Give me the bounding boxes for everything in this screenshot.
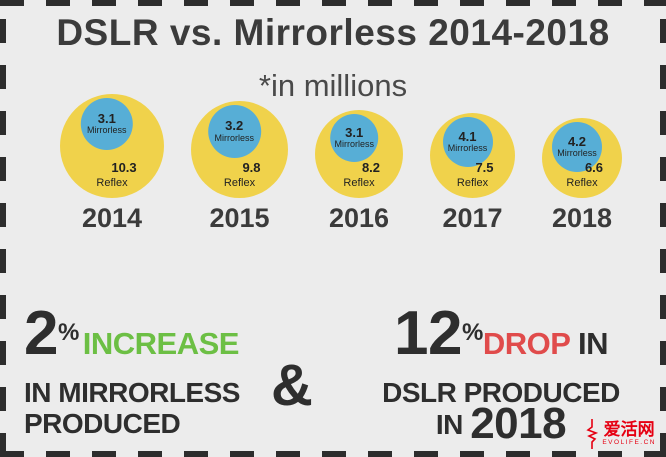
mirrorless-bubble-2014: 3.1 Mirrorless: [80, 98, 133, 150]
reflex-text: 9.8 Reflex: [191, 159, 288, 191]
mirrorless-bubble-2018: 4.2 Mirrorless: [552, 122, 602, 172]
reflex-text: 10.3 Reflex: [60, 159, 164, 191]
reflex-bubble-2017: 4.1 Mirrorless 7.5 Reflex: [430, 113, 515, 198]
reflex-text: 7.5 Reflex: [430, 159, 515, 191]
increase-headline: 2% INCREASE: [24, 303, 240, 377]
reflex-label: Reflex: [456, 177, 489, 190]
watermark-text: 爱活网 EVOLIFE.CN: [602, 421, 656, 447]
bubble-group-2017: 4.1 Mirrorless 7.5 Reflex 2017: [430, 113, 515, 234]
reflex-text: 6.6 Reflex: [542, 159, 622, 191]
dslr-drop-stat: 12%DROP IN DSLR PRODUCED IN 2018: [358, 303, 644, 446]
mirrorless-label: Mirrorless: [447, 143, 488, 154]
reflex-value: 9.8: [242, 159, 261, 175]
drop-line3: IN 2018: [358, 402, 644, 446]
drop-word: DROP: [482, 326, 571, 361]
chart-title: DSLR vs. Mirrorless 2014-2018: [56, 12, 610, 53]
reflex-label: Reflex: [223, 177, 256, 190]
ampersand: &: [271, 353, 313, 418]
watermark-cn: 爱活网: [603, 420, 655, 440]
bubble-group-2018: 4.2 Mirrorless 6.6 Reflex 2018: [542, 118, 622, 234]
reflex-bubble-2014: 3.1 Mirrorless 10.3 Reflex: [60, 94, 164, 198]
reflex-label: Reflex: [566, 177, 598, 190]
dashed-border-bottom: [0, 451, 666, 457]
reflex-bubble-2018: 4.2 Mirrorless 6.6 Reflex: [542, 118, 622, 198]
year-label: 2014: [81, 203, 143, 233]
reflex-label: Reflex: [343, 177, 375, 190]
year-label: 2017: [442, 203, 503, 233]
mirrorless-value: 4.1: [458, 128, 477, 144]
reflex-bubble-2016: 3.1 Mirrorless 8.2 Reflex: [315, 110, 403, 198]
drop-line3-in: IN: [435, 409, 471, 440]
bubble-row: 3.1 Mirrorless 10.3 Reflex 2014 3.2 Mirr…: [60, 94, 622, 234]
reflex-bubble-2015: 3.2 Mirrorless 9.8 Reflex: [191, 101, 288, 198]
increase-number: 2: [24, 299, 58, 368]
year-label: 2015: [209, 203, 270, 233]
chart-subtitle: *in millions: [258, 68, 408, 103]
reflex-label: Reflex: [96, 177, 128, 190]
increase-line2: IN MIRRORLESS: [24, 377, 240, 408]
mirrorless-label: Mirrorless: [87, 125, 127, 136]
waveform-icon: [586, 419, 599, 449]
year-label: 2016: [328, 203, 390, 233]
increase-percent-sign: %: [57, 319, 79, 346]
drop-headline: 12%DROP IN: [358, 303, 644, 377]
drop-in: IN: [569, 326, 609, 361]
watermark-en: EVOLIFE.CN: [602, 439, 656, 447]
mirrorless-label: Mirrorless: [214, 132, 254, 143]
dashed-border-top: [0, 0, 666, 6]
mirrorless-value: 3.2: [225, 118, 244, 134]
mirrorless-bubble-2016: 3.1 Mirrorless: [330, 114, 379, 162]
mirrorless-value: 3.1: [345, 124, 364, 140]
watermark: 爱活网 EVOLIFE.CN: [586, 419, 656, 449]
drop-line3-year: 2018: [470, 399, 567, 448]
bubble-group-2014: 3.1 Mirrorless 10.3 Reflex 2014: [60, 94, 164, 234]
mirrorless-label: Mirrorless: [334, 139, 374, 150]
mirrorless-bubble-2017: 4.1 Mirrorless: [442, 117, 493, 167]
drop-percent-sign: %: [461, 319, 483, 346]
bubble-group-2016: 3.1 Mirrorless 8.2 Reflex 2016: [315, 110, 403, 234]
increase-word: INCREASE: [82, 326, 240, 361]
increase-line3: PRODUCED: [24, 408, 181, 439]
drop-line2: DSLR PRODUCED: [382, 377, 620, 408]
drop-number: 12: [394, 299, 462, 368]
mirrorless-increase-stat: 2% INCREASE IN MIRRORLESS PRODUCED: [24, 303, 240, 440]
reflex-text: 8.2 Reflex: [315, 159, 403, 191]
mirrorless-label: Mirrorless: [557, 148, 597, 159]
mirrorless-value: 4.2: [567, 133, 587, 149]
reflex-value: 7.5: [475, 159, 494, 175]
mirrorless-bubble-2015: 3.2 Mirrorless: [207, 105, 261, 158]
bubble-group-2015: 3.2 Mirrorless 9.8 Reflex 2015: [191, 101, 288, 234]
reflex-value: 6.6: [584, 159, 604, 175]
reflex-value: 10.3: [111, 159, 137, 175]
reflex-value: 8.2: [361, 159, 381, 175]
mirrorless-value: 3.1: [97, 110, 116, 126]
year-label: 2018: [551, 203, 613, 233]
